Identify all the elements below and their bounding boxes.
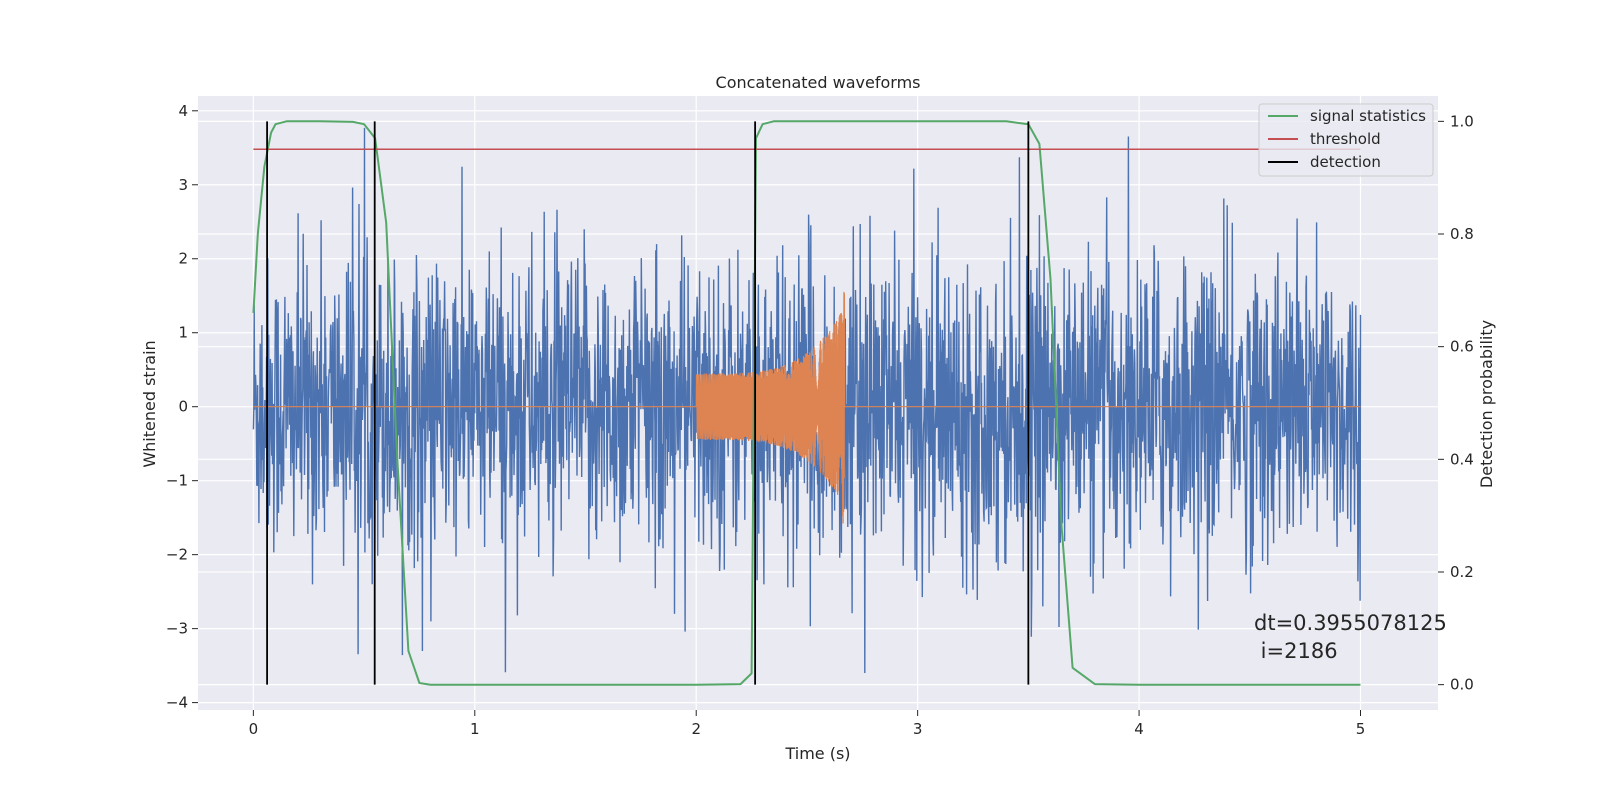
legend-label-signal-statistics: signal statistics [1310, 107, 1426, 125]
template-line [253, 291, 1361, 524]
annotation-index: i=2186 [1254, 639, 1338, 663]
template-layer [253, 291, 1361, 524]
y-right-tick-label: 0.8 [1450, 225, 1474, 243]
y-left-tick-label: −4 [166, 694, 188, 712]
x-tick-label: 5 [1356, 720, 1366, 738]
y-right-tick-label: 0.6 [1450, 338, 1474, 356]
y-left-tick-label: 0 [178, 398, 188, 416]
y-left-tick-label: 1 [178, 324, 188, 342]
x-tick-label: 0 [249, 720, 259, 738]
legend-label-detection: detection [1310, 153, 1381, 171]
legend-label-threshold: threshold [1310, 130, 1381, 148]
x-tick-label: 4 [1134, 720, 1144, 738]
x-tick-label: 3 [913, 720, 923, 738]
annotation-dt: dt=0.3955078125 [1254, 611, 1447, 635]
y-right-tick-label: 0.4 [1450, 450, 1474, 468]
legend-box [1258, 103, 1434, 177]
y-right-tick-label: 1.0 [1450, 112, 1474, 130]
ticks: 0 1 2 3 4 5 −4 −3 −2 −1 0 1 2 3 4 0.0 0.2 0.4 0.6 0.8 1.0 [166, 102, 1474, 738]
y-right-tick-label: 0.0 [1450, 676, 1474, 694]
x-axis-label: Time (s) [784, 744, 850, 763]
y-left-tick-label: 3 [178, 176, 188, 194]
signal-statistics-line [252, 120, 1361, 686]
y-axis-label-right: Detection probability [1477, 320, 1496, 488]
y-left-tick-label: 2 [178, 250, 188, 268]
chart-title: Concatenated waveforms [716, 73, 921, 92]
y-left-tick-label: 4 [178, 102, 188, 120]
legend: signal statistics threshold detection [1258, 103, 1434, 177]
x-tick-label: 1 [470, 720, 480, 738]
y-left-tick-label: −2 [166, 546, 188, 564]
y-axis-label-left: Whitened strain [140, 340, 159, 467]
y-left-tick-label: −1 [166, 472, 188, 490]
y-left-tick-label: −3 [166, 620, 188, 638]
series-layer [252, 120, 1361, 686]
y-right-tick-label: 0.2 [1450, 563, 1474, 581]
x-tick-label: 2 [691, 720, 701, 738]
